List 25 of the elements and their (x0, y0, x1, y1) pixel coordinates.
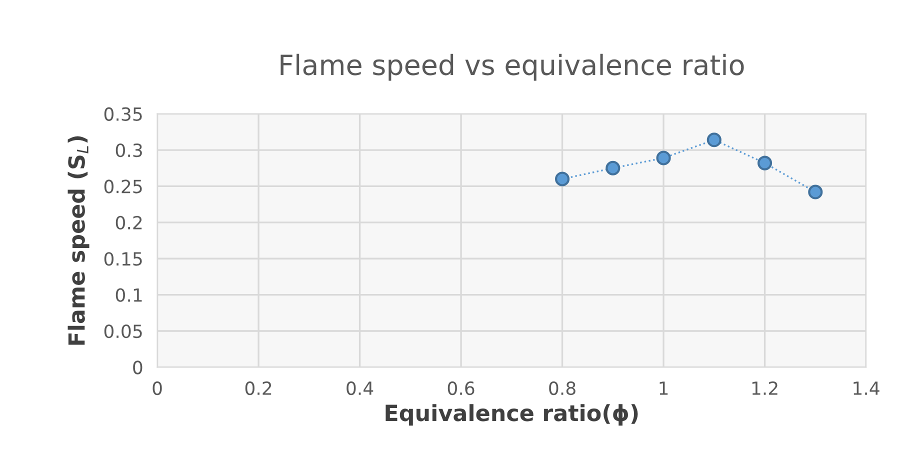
point (808, 184, 823, 200)
chart-title: Flame speed vs equivalence ratio (280, 54, 744, 81)
y-tick-label: 0.05 (104, 324, 142, 338)
y-tick-label: 0.3 (116, 143, 142, 158)
y-tick-label: 0.25 (104, 180, 142, 194)
y-tick-label: 0.1 (116, 288, 142, 302)
point (757, 156, 772, 170)
point (656, 150, 671, 166)
point (554, 172, 570, 186)
x-tick-label: 0.6 (448, 381, 474, 396)
x-tick-label: 1 (660, 382, 668, 395)
point (706, 132, 722, 148)
y-tick-label: 0.35 (104, 107, 142, 121)
x-tick-label: 0 (152, 381, 162, 396)
x-tick-label: 0.2 (245, 381, 272, 396)
y-tick-label: 0 (133, 360, 142, 374)
x-axis-title: Equivalence ratio(ϕ) (386, 404, 638, 426)
x-tick-label: 1.4 (854, 382, 880, 395)
x-tick-label: 0.8 (549, 381, 576, 396)
y-tick-label: 0.2 (116, 216, 142, 230)
y-tick-label: 0.15 (104, 252, 142, 266)
point (606, 160, 620, 176)
y-axis-title: Flame speed (S$_{L}$) (68, 136, 90, 345)
x-tick-label: 1.2 (752, 381, 778, 395)
x-tick-label: 0.4 (346, 381, 374, 396)
